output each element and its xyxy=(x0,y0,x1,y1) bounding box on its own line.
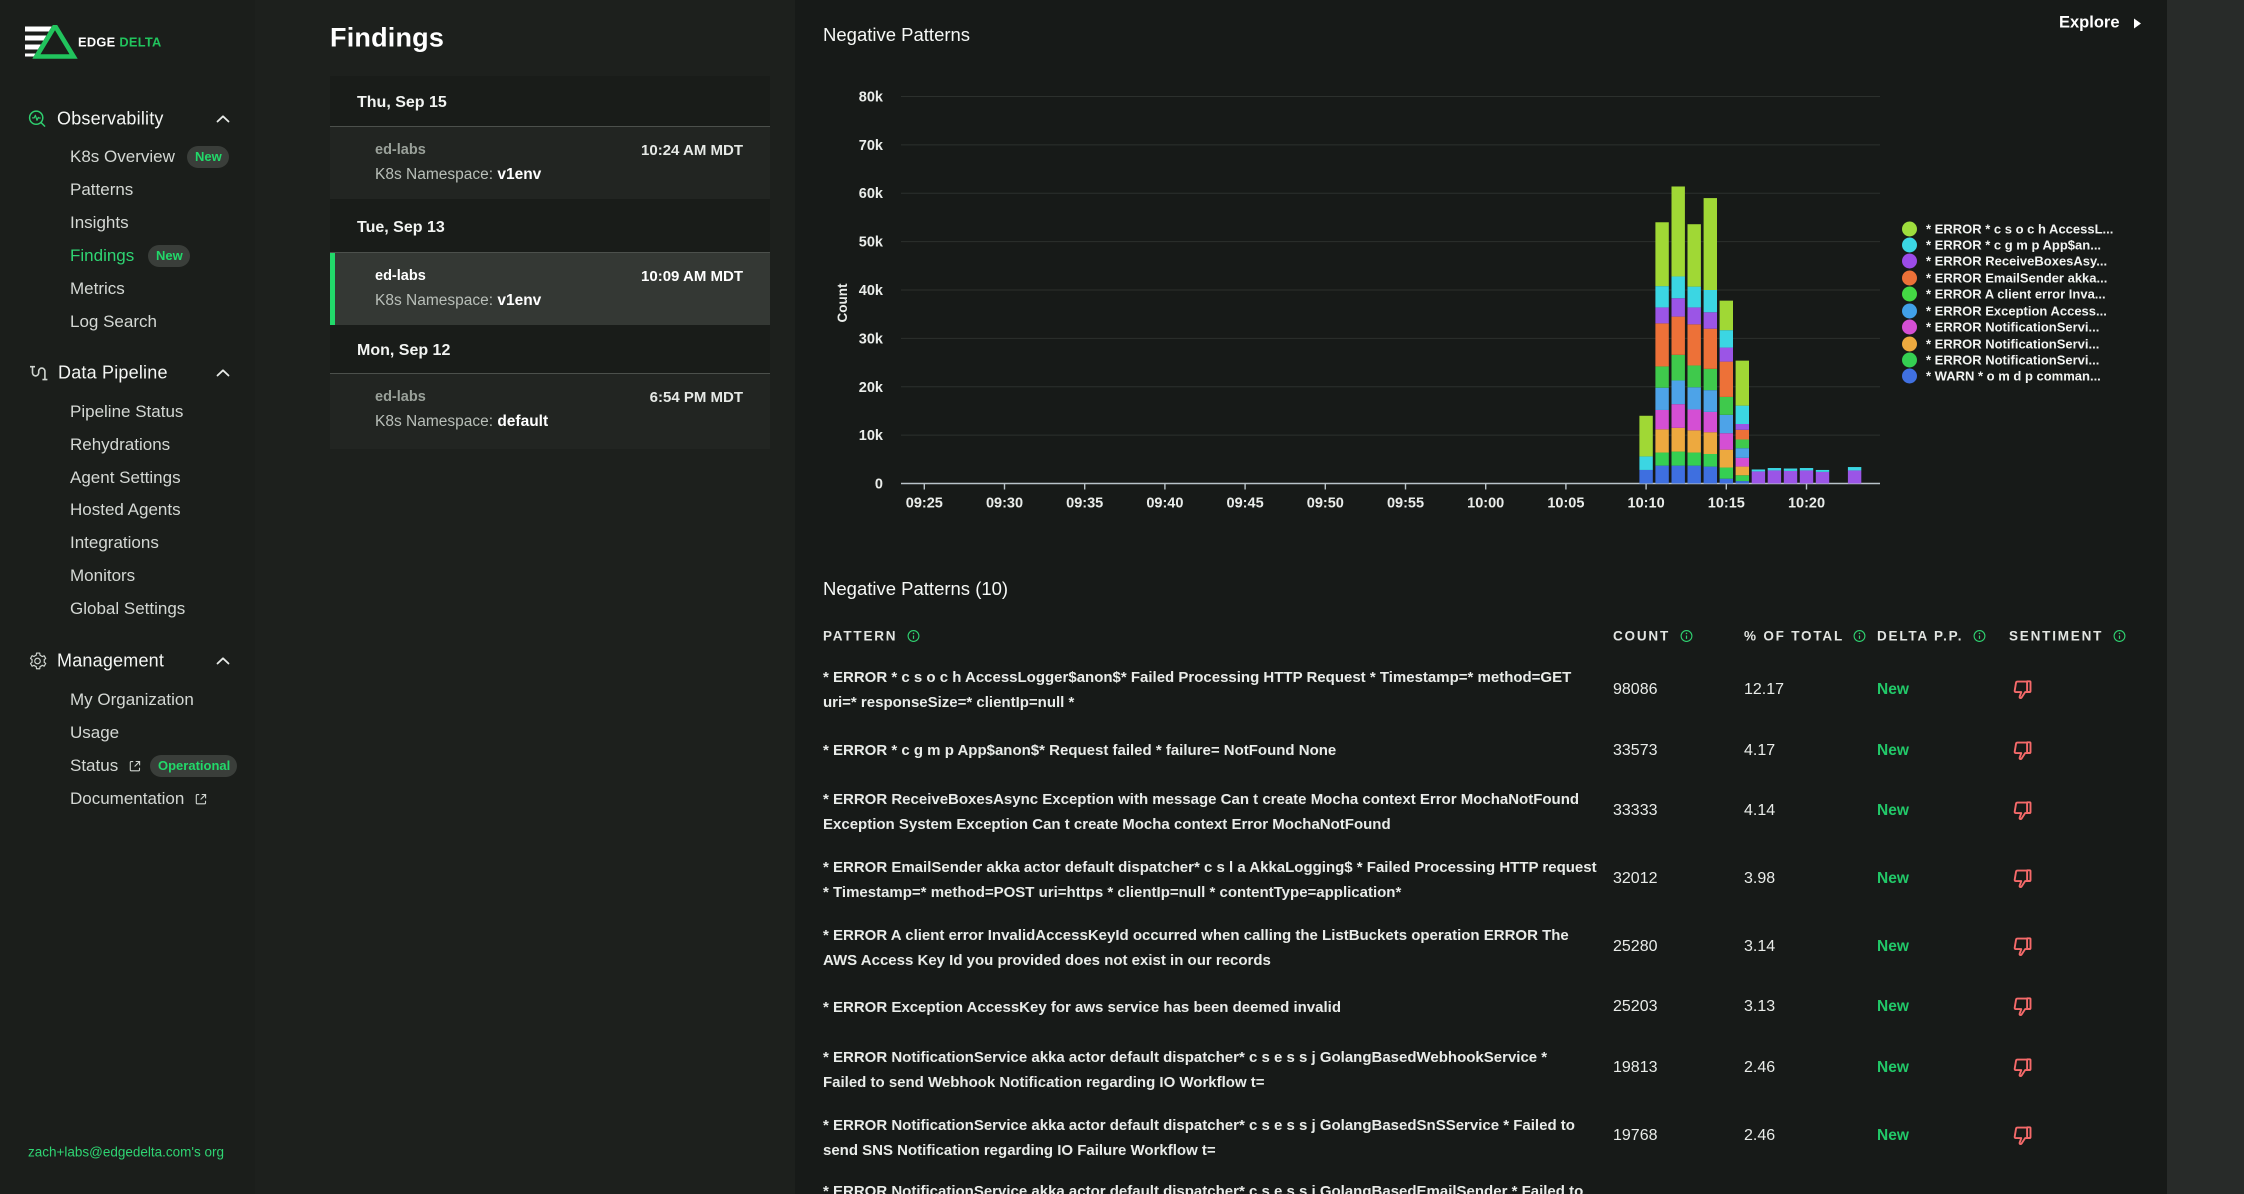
svg-text:40k: 40k xyxy=(859,283,884,299)
svg-text:0: 0 xyxy=(875,477,883,493)
svg-text:10k: 10k xyxy=(859,428,884,444)
svg-text:30k: 30k xyxy=(859,331,884,347)
svg-text:70k: 70k xyxy=(859,138,884,154)
svg-text:60k: 60k xyxy=(859,186,884,202)
svg-text:09:55: 09:55 xyxy=(1387,496,1424,512)
svg-text:09:30: 09:30 xyxy=(986,496,1023,512)
svg-text:09:45: 09:45 xyxy=(1227,496,1264,512)
svg-text:50k: 50k xyxy=(859,235,884,251)
svg-text:10:10: 10:10 xyxy=(1628,496,1665,512)
svg-text:10:20: 10:20 xyxy=(1788,496,1825,512)
svg-text:09:50: 09:50 xyxy=(1307,496,1344,512)
svg-text:10:05: 10:05 xyxy=(1547,496,1584,512)
svg-text:09:35: 09:35 xyxy=(1066,496,1103,512)
svg-text:20k: 20k xyxy=(859,380,884,396)
svg-text:EDGE DELTA: EDGE DELTA xyxy=(78,35,162,50)
svg-text:10:15: 10:15 xyxy=(1708,496,1745,512)
svg-text:Count: Count xyxy=(835,283,850,322)
svg-text:80k: 80k xyxy=(859,90,884,106)
svg-text:09:40: 09:40 xyxy=(1146,496,1183,512)
svg-text:09:25: 09:25 xyxy=(906,496,943,512)
svg-text:10:00: 10:00 xyxy=(1467,496,1504,512)
